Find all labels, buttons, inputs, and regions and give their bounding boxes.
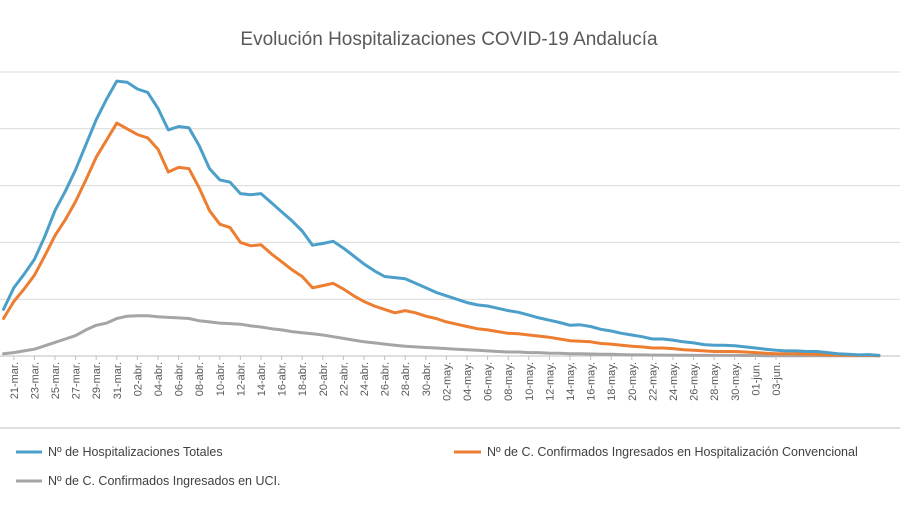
gridlines xyxy=(0,71,900,357)
x-tick-label: 27-mar. xyxy=(71,362,83,399)
x-tick-label: 22-may. xyxy=(647,362,659,401)
x-tick-label: 24-may. xyxy=(668,362,680,401)
x-tick-label: 10-abr. xyxy=(215,362,227,396)
x-tick-label: 02-abr. xyxy=(132,362,144,396)
x-tick-label: 02-may. xyxy=(441,362,453,401)
x-tick-label: 20-may. xyxy=(627,362,639,401)
x-tick-label: 18-may. xyxy=(606,362,618,401)
x-tick-label: 18-abr. xyxy=(297,362,309,396)
x-tick-label: 10-may. xyxy=(524,362,536,401)
x-tick-label: 08-abr. xyxy=(194,362,206,396)
x-tick-label: 06-abr. xyxy=(174,362,186,396)
x-tick-label: 21-mar. xyxy=(9,362,21,399)
series-line-2 xyxy=(2,314,881,358)
x-tick-label: 29-mar. xyxy=(91,362,103,399)
x-tick-label: 23-mar. xyxy=(29,362,41,399)
x-tick-label: 14-may. xyxy=(565,362,577,401)
legend-label-uci: Nº de C. Confirmados Ingresados en UCI. xyxy=(48,474,280,488)
legend-item-uci: Nº de C. Confirmados Ingresados en UCI. xyxy=(16,474,280,488)
x-tick-label: 04-abr. xyxy=(153,362,165,396)
x-tick-label: 08-may. xyxy=(503,362,515,401)
x-tick-label: 16-abr. xyxy=(277,362,289,396)
legend-label-totales: Nº de Hospitalizaciones Totales xyxy=(48,445,223,459)
x-tick-label: 26-abr. xyxy=(380,362,392,396)
x-tick-label: 28-abr. xyxy=(400,362,412,396)
legend: Nº de Hospitalizaciones Totales Nº de C.… xyxy=(16,445,858,488)
x-tick-label: 01-jun. xyxy=(750,362,762,396)
series-lines xyxy=(2,79,881,358)
legend-item-convencional: Nº de C. Confirmados Ingresados en Hospi… xyxy=(454,445,858,459)
x-tick-label: 28-may. xyxy=(709,362,721,401)
x-tick-label: 04-may. xyxy=(462,362,474,401)
legend-label-convencional: Nº de C. Confirmados Ingresados en Hospi… xyxy=(487,445,858,459)
x-tick-label: 26-may. xyxy=(689,362,701,401)
x-tick-label: 30-may. xyxy=(730,362,742,401)
series-line-0 xyxy=(2,79,881,357)
legend-item-totales: Nº de Hospitalizaciones Totales xyxy=(16,445,223,459)
x-tick-label: 22-abr. xyxy=(338,362,350,396)
x-tick-label: 31-mar. xyxy=(112,362,124,399)
x-tick-label: 06-may. xyxy=(483,362,495,401)
x-tick-label: 25-mar. xyxy=(50,362,62,399)
x-tick-label: 20-abr. xyxy=(318,362,330,396)
x-tick-label: 24-abr. xyxy=(359,362,371,396)
series-line-1 xyxy=(2,121,881,358)
x-axis-tick-labels: 21-mar. 23-mar. 25-mar. 27-mar. 29-mar. 31-ma… xyxy=(9,356,783,401)
x-tick-label: 14-abr. xyxy=(256,362,268,396)
x-tick-label: 12-abr. xyxy=(235,362,247,396)
x-tick-label: 12-may. xyxy=(544,362,556,401)
x-tick-label: 30-abr. xyxy=(421,362,433,396)
x-tick-label: 16-may. xyxy=(586,362,598,401)
x-tick-label: 03-jun. xyxy=(771,362,783,396)
chart-title: Evolución Hospitalizaciones COVID-19 And… xyxy=(240,29,658,50)
